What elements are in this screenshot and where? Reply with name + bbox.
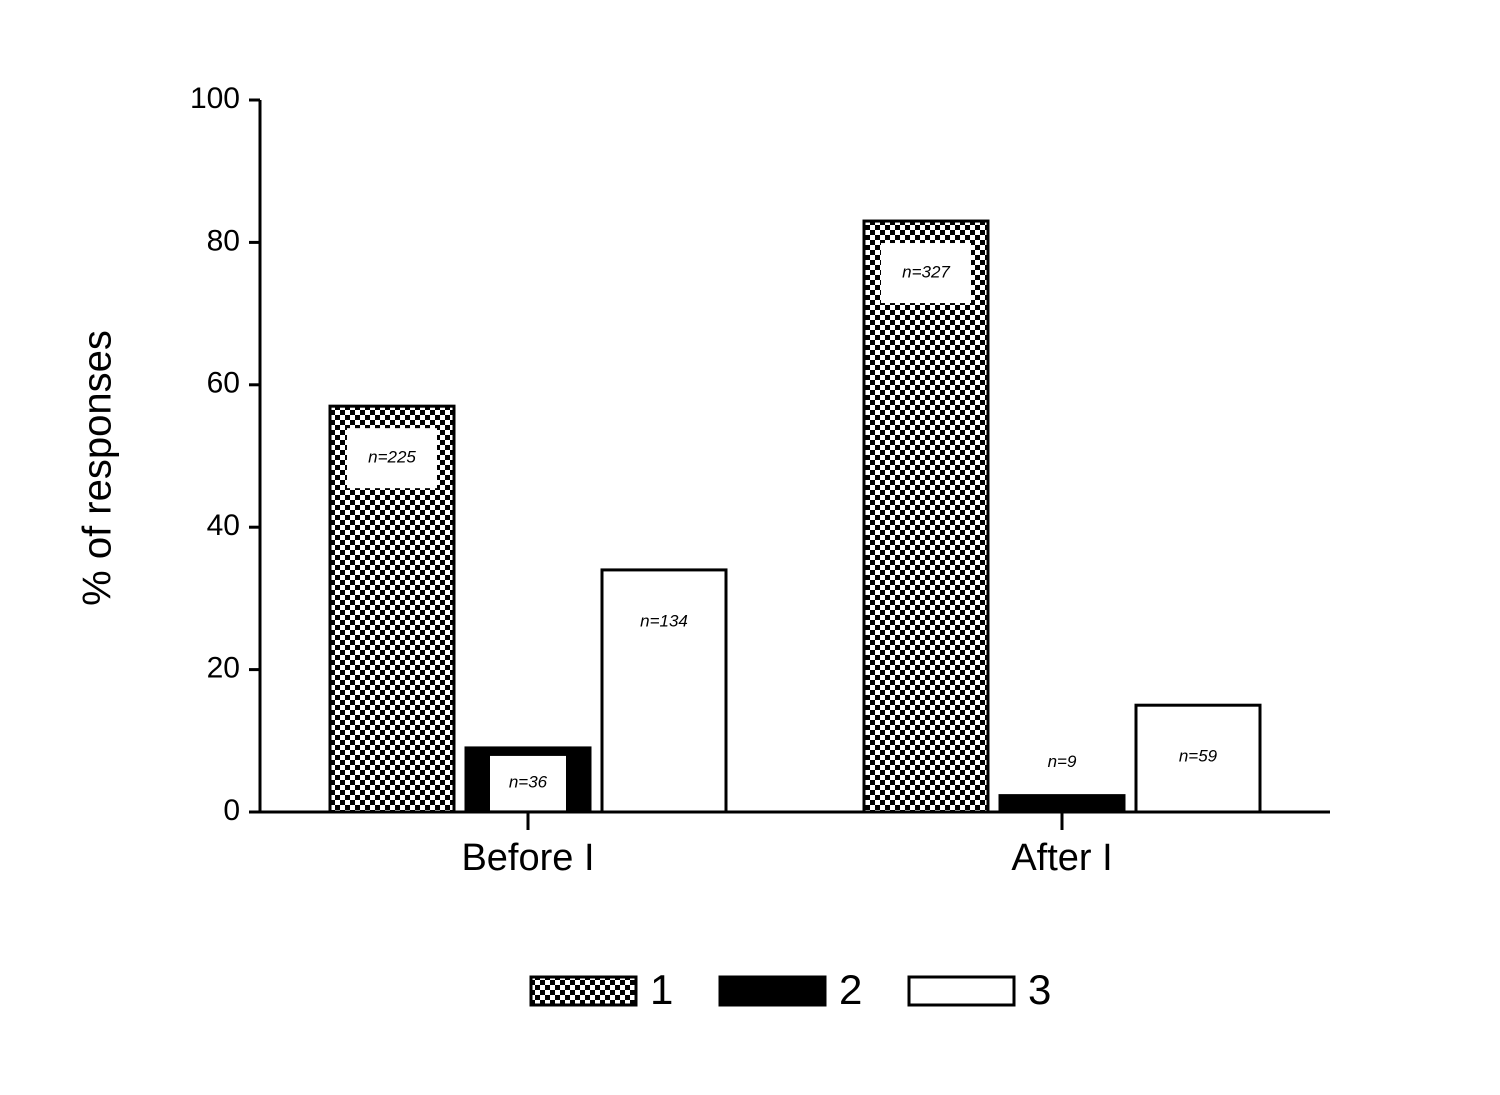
annotation-box: [490, 755, 566, 811]
x-tick-label: After I: [1011, 837, 1112, 879]
legend-swatch: [718, 975, 827, 1007]
bar-annotation: n=59: [1179, 747, 1218, 766]
y-axis-title: % of responses: [76, 330, 120, 606]
y-tick-label: 100: [190, 82, 240, 115]
y-tick-label: 80: [207, 224, 240, 257]
bar: [998, 794, 1126, 814]
legend-label: 1: [650, 966, 673, 1013]
bar: [862, 219, 990, 814]
bar-annotation: n=225: [368, 448, 416, 467]
y-tick-label: 20: [207, 652, 240, 685]
bar-annotation: n=327: [902, 263, 950, 282]
bar-annotation: n=134: [640, 611, 688, 630]
bar-annotation: n=9: [1048, 752, 1077, 771]
y-tick-label: 0: [223, 794, 240, 827]
legend-label: 3: [1028, 966, 1051, 1013]
annotation-box: [347, 428, 437, 489]
y-tick-label: 60: [207, 367, 240, 400]
bar: [1134, 703, 1262, 814]
bar: [600, 568, 728, 814]
annotation-box: [881, 243, 971, 304]
y-tick-label: 40: [207, 509, 240, 542]
legend-swatch: [907, 975, 1016, 1007]
bar-annotation: n=36: [509, 773, 548, 792]
legend-label: 2: [839, 966, 862, 1013]
x-tick-label: Before I: [461, 837, 594, 879]
legend-swatch: [529, 975, 638, 1007]
